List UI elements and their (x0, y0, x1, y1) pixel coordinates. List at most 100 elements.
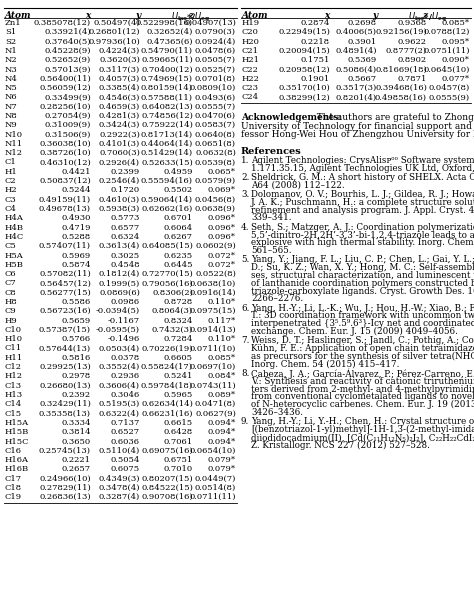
Text: H13: H13 (5, 391, 23, 399)
Text: 0.0645(10): 0.0645(10) (424, 66, 470, 73)
Text: 0.55594(16): 0.55594(16) (141, 177, 193, 185)
Text: 0.46310(12): 0.46310(12) (39, 158, 91, 167)
Text: 0.110*: 0.110* (208, 298, 236, 306)
Text: 0.5244: 0.5244 (62, 187, 91, 194)
Text: 0.62662(16): 0.62662(16) (142, 205, 193, 213)
Text: z: z (422, 10, 427, 19)
Text: 1.171.35.15, Agilent Technologies UK Ltd, Oxford, UK (2011).: 1.171.35.15, Agilent Technologies UK Ltd… (251, 164, 474, 173)
Text: 0.5816: 0.5816 (62, 354, 91, 362)
Text: Atom: Atom (5, 10, 31, 19)
Text: 0.57407(11): 0.57407(11) (39, 242, 91, 250)
Text: C7: C7 (5, 279, 17, 287)
Text: explosive with high thermal stability. Inorg. Chem. 56 (2017): explosive with high thermal stability. I… (251, 238, 474, 247)
Text: 0.084*: 0.084* (208, 373, 236, 380)
Text: 0.3613(4): 0.3613(4) (99, 242, 140, 250)
Text: 0.2221: 0.2221 (62, 456, 91, 464)
Text: 0.4006(5): 0.4006(5) (336, 28, 377, 36)
Text: 0.0743(11): 0.0743(11) (190, 382, 236, 389)
Text: 0.25745(13): 0.25745(13) (39, 447, 91, 455)
Text: Inorg. Chem. 54 (2015) 415–417.: Inorg. Chem. 54 (2015) 415–417. (251, 360, 400, 369)
Text: 0.50497(4): 0.50497(4) (93, 19, 140, 27)
Text: 0.50837(12): 0.50837(12) (39, 177, 91, 185)
Text: Dolomanov, O. V.; Bourhis, L. J.; Gildea, R. J.; Howard,: Dolomanov, O. V.; Bourhis, L. J.; Gildea… (251, 190, 474, 199)
Text: x: x (86, 10, 91, 19)
Text: Weiss, D. T.; Haslinger, S.; Jandl, C.; Pothig, A.; Cokoja, M.;: Weiss, D. T.; Haslinger, S.; Jandl, C.; … (251, 337, 474, 346)
Text: N2: N2 (5, 56, 18, 64)
Text: 0.3424(3): 0.3424(3) (99, 121, 140, 129)
Text: 0.20094(15): 0.20094(15) (278, 47, 330, 55)
Text: 0.7061: 0.7061 (164, 438, 193, 445)
Text: 0.4281(3): 0.4281(3) (99, 112, 140, 120)
Text: 0.55824(17): 0.55824(17) (141, 363, 193, 371)
Text: 0.0640(8): 0.0640(8) (195, 131, 236, 138)
Text: 0.2922(3): 0.2922(3) (99, 131, 140, 138)
Text: H19: H19 (242, 19, 260, 27)
Text: 0.7060(3): 0.7060(3) (99, 149, 140, 157)
Text: 0.37640(5): 0.37640(5) (45, 37, 91, 46)
Text: 0.6322(4): 0.6322(4) (99, 409, 140, 418)
Text: 0.56457(12): 0.56457(12) (39, 279, 91, 287)
Text: 0.64082(13): 0.64082(13) (141, 103, 193, 111)
Text: 0.5241: 0.5241 (164, 373, 193, 380)
Text: 0.26680(13): 0.26680(13) (39, 382, 91, 389)
Text: 0.38726(10): 0.38726(10) (39, 149, 91, 157)
Text: 0.4659(3): 0.4659(3) (99, 103, 140, 111)
Text: 0.094*: 0.094* (208, 428, 236, 436)
Text: 0.56277(15): 0.56277(15) (39, 289, 91, 297)
Text: y: y (372, 10, 377, 19)
Text: 0.0579(9): 0.0579(9) (195, 177, 236, 185)
Text: 0.0457(8): 0.0457(8) (429, 84, 470, 92)
Text: C23: C23 (242, 84, 259, 92)
Text: 0.0478(6): 0.0478(6) (195, 47, 236, 55)
Text: 0.385078(12): 0.385078(12) (34, 19, 91, 27)
Text: 4.: 4. (241, 223, 249, 232)
Text: C1: C1 (5, 158, 17, 167)
Text: 0.4101(3): 0.4101(3) (99, 140, 140, 148)
Text: 2266–2276.: 2266–2276. (251, 294, 303, 303)
Text: 0.57644(13): 0.57644(13) (39, 344, 91, 353)
Text: 0.1812(4): 0.1812(4) (99, 270, 140, 278)
Text: C13: C13 (5, 382, 22, 389)
Text: C18: C18 (5, 484, 22, 492)
Text: 0.39468(16): 0.39468(16) (375, 84, 427, 92)
Text: 0.51429(14): 0.51429(14) (141, 149, 193, 157)
Text: 0.0503(4): 0.0503(4) (99, 344, 140, 353)
Text: interpenetrated {3⁵.5⁹.6³}-Icy net and coordinated anion: interpenetrated {3⁵.5⁹.6³}-Icy net and c… (251, 319, 474, 328)
Text: 0.069*: 0.069* (208, 187, 236, 194)
Text: S2: S2 (5, 37, 16, 46)
Text: 0.31506(9): 0.31506(9) (45, 131, 91, 138)
Text: N7: N7 (5, 103, 18, 111)
Text: 0.47365(6): 0.47365(6) (146, 37, 193, 46)
Text: C5: C5 (5, 242, 17, 250)
Text: Cabeza, J. A.; García-Álvarez, P.; Pérez-Carreno, E.; Pruneda,: Cabeza, J. A.; García-Álvarez, P.; Pérez… (251, 369, 474, 379)
Text: 0.5288: 0.5288 (62, 233, 91, 241)
Text: 0.3025: 0.3025 (111, 252, 140, 259)
Text: C11: C11 (5, 344, 22, 353)
Text: 0.0711(10): 0.0711(10) (190, 344, 236, 353)
Text: 0.80207(15): 0.80207(15) (141, 475, 193, 483)
Text: 0.065*: 0.065* (208, 168, 236, 176)
Text: 0.74856(12): 0.74856(12) (141, 112, 193, 120)
Text: 0.0522(8): 0.0522(8) (195, 270, 236, 278)
Text: 0.52652(9): 0.52652(9) (45, 56, 91, 64)
Text: fessor Hong-Wei Hou of Zhengzhou University for his help.: fessor Hong-Wei Hou of Zhengzhou Univers… (241, 130, 474, 139)
Text: 0.0809(10): 0.0809(10) (190, 84, 236, 92)
Text: N8: N8 (5, 112, 18, 120)
Text: 0.096*: 0.096* (208, 214, 236, 222)
Text: H8: H8 (5, 298, 18, 306)
Text: 0.3385(4): 0.3385(4) (99, 84, 140, 92)
Text: Kühn, F. E.: Application of open chain tetraimidazolium salts: Kühn, F. E.: Application of open chain t… (251, 344, 474, 353)
Text: H11: H11 (5, 354, 23, 362)
Text: 0.6036: 0.6036 (111, 438, 140, 445)
Text: 0.72770(15): 0.72770(15) (141, 270, 193, 278)
Text: 0.0654(10): 0.0654(10) (190, 447, 236, 455)
Text: 0.090*: 0.090* (442, 56, 470, 64)
Text: Yang, H.-Y.; Li, L.-K.; Wu, J.; Hou, H.-W.; Xiao, B.; Fan, Y.-: Yang, H.-Y.; Li, L.-K.; Wu, J.; Hou, H.-… (251, 303, 474, 312)
Text: 0.2399: 0.2399 (111, 168, 140, 176)
Text: 0.81713(14): 0.81713(14) (141, 131, 193, 138)
Text: 0.56400(11): 0.56400(11) (39, 75, 91, 83)
Text: N4: N4 (5, 75, 18, 83)
Text: H20: H20 (242, 37, 260, 46)
Text: 7.: 7. (241, 337, 249, 346)
Text: 0.20958(12): 0.20958(12) (278, 66, 330, 73)
